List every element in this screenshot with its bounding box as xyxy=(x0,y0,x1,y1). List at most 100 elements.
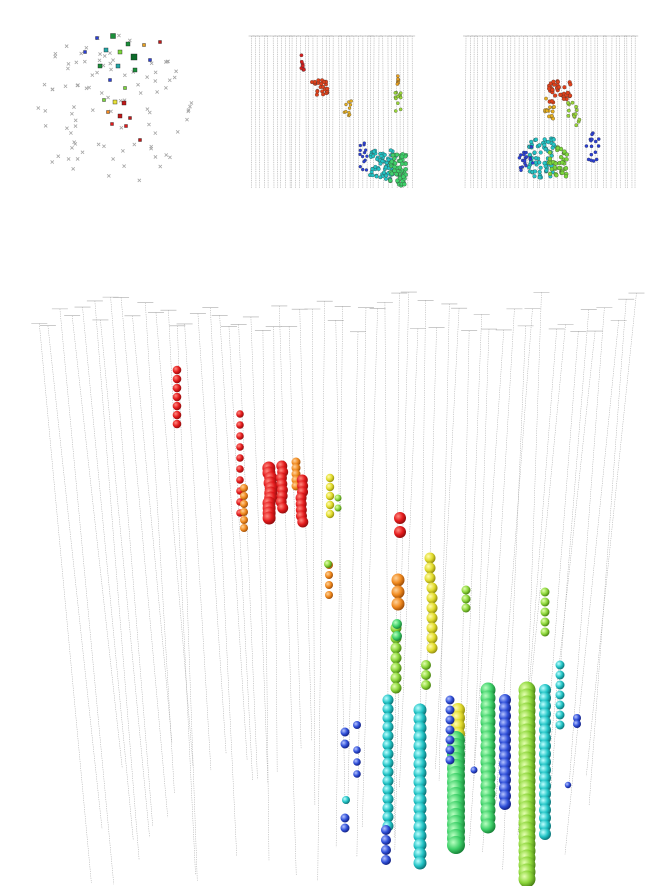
hit-sphere xyxy=(240,484,248,492)
detector-string xyxy=(289,35,291,189)
hit-dot xyxy=(386,157,391,162)
hit-sphere xyxy=(413,712,427,726)
hit-sphere xyxy=(277,502,289,514)
string-marker xyxy=(80,150,85,155)
hit-dot xyxy=(383,177,388,181)
hit-dot xyxy=(364,148,368,152)
detector-string xyxy=(464,35,467,189)
hit-dot xyxy=(553,93,558,98)
hit-sphere xyxy=(382,766,394,778)
string-marker xyxy=(43,123,48,128)
hit-dot xyxy=(358,152,362,157)
detector-string xyxy=(59,308,114,885)
hit-sphere xyxy=(240,492,248,500)
hit-sphere xyxy=(540,597,550,607)
hit-dot xyxy=(597,137,601,141)
string-marker xyxy=(90,108,95,113)
hit-sphere xyxy=(172,392,182,402)
hit-square xyxy=(115,63,121,69)
hit-dot xyxy=(378,161,383,166)
hit-sphere xyxy=(382,739,394,751)
hit-sphere xyxy=(382,712,394,724)
hit-square xyxy=(124,124,128,128)
hit-sphere xyxy=(325,500,335,510)
string-marker xyxy=(117,33,121,38)
hit-sphere xyxy=(236,421,244,429)
string-marker xyxy=(71,166,76,171)
hit-sphere xyxy=(382,775,394,787)
hit-sphere xyxy=(381,825,391,835)
hit-sphere xyxy=(325,509,335,519)
string-marker xyxy=(70,145,74,150)
hit-sphere xyxy=(499,798,511,810)
detector-string xyxy=(460,330,470,757)
detector-string xyxy=(372,35,375,189)
string-marker xyxy=(167,78,172,83)
side-view-b-plot xyxy=(463,35,639,189)
detector-string xyxy=(582,35,584,189)
hit-dot xyxy=(596,144,601,148)
hit-sphere xyxy=(381,845,391,855)
hit-dot xyxy=(568,82,573,87)
hit-sphere xyxy=(447,836,465,854)
hit-dot xyxy=(549,167,554,172)
hit-sphere xyxy=(421,670,431,680)
string-marker xyxy=(98,52,102,56)
hit-dot xyxy=(362,141,366,145)
string-marker xyxy=(147,110,152,115)
hit-dot xyxy=(315,89,320,94)
detector-string xyxy=(47,325,103,829)
hit-dot xyxy=(589,152,594,157)
hit-dot xyxy=(537,143,542,148)
hit-dot xyxy=(392,164,397,170)
detector-string xyxy=(145,302,175,794)
hit-dot xyxy=(561,96,566,101)
hit-dot xyxy=(322,80,326,84)
string-marker xyxy=(137,178,142,183)
hit-sphere xyxy=(236,476,244,484)
hit-sphere xyxy=(421,660,431,670)
string-marker xyxy=(164,153,169,157)
hit-dot xyxy=(574,104,578,109)
detector-string xyxy=(94,300,140,860)
detector-string xyxy=(39,323,92,884)
hit-square xyxy=(117,49,123,55)
hit-sphere xyxy=(325,591,333,599)
side-view-a-panel xyxy=(248,30,416,195)
hit-dot xyxy=(542,137,547,142)
hit-dot xyxy=(519,168,523,172)
hit-sphere xyxy=(172,374,182,384)
hit-square xyxy=(142,43,146,47)
string-marker xyxy=(43,109,48,113)
hit-dot xyxy=(400,161,405,166)
hit-dot xyxy=(590,137,594,142)
hit-dot xyxy=(299,53,304,58)
hit-sphere xyxy=(445,735,455,745)
hit-sphere xyxy=(334,494,342,502)
hit-dot xyxy=(551,142,556,147)
hit-dot xyxy=(348,103,353,107)
string-marker xyxy=(69,131,73,135)
hit-dot xyxy=(532,169,538,174)
hit-sphere xyxy=(394,526,406,538)
hit-dot xyxy=(549,113,554,118)
string-marker xyxy=(95,70,99,75)
detector-string xyxy=(399,328,419,788)
string-marker xyxy=(138,91,143,95)
string-marker xyxy=(66,61,71,66)
hit-dot xyxy=(532,174,537,179)
hit-dot xyxy=(568,93,573,98)
detector-string xyxy=(155,312,194,767)
hit-sphere xyxy=(340,823,350,833)
hit-sphere xyxy=(340,727,350,737)
detector-string xyxy=(197,313,227,754)
hit-sphere xyxy=(297,516,309,528)
detector-string xyxy=(335,320,346,798)
hit-dot xyxy=(371,154,376,159)
hit-sphere xyxy=(172,419,182,429)
string-marker xyxy=(66,157,71,161)
hit-dot xyxy=(376,167,381,171)
detector-string xyxy=(356,307,367,857)
hit-dot xyxy=(562,85,567,90)
hit-sphere xyxy=(390,682,402,694)
